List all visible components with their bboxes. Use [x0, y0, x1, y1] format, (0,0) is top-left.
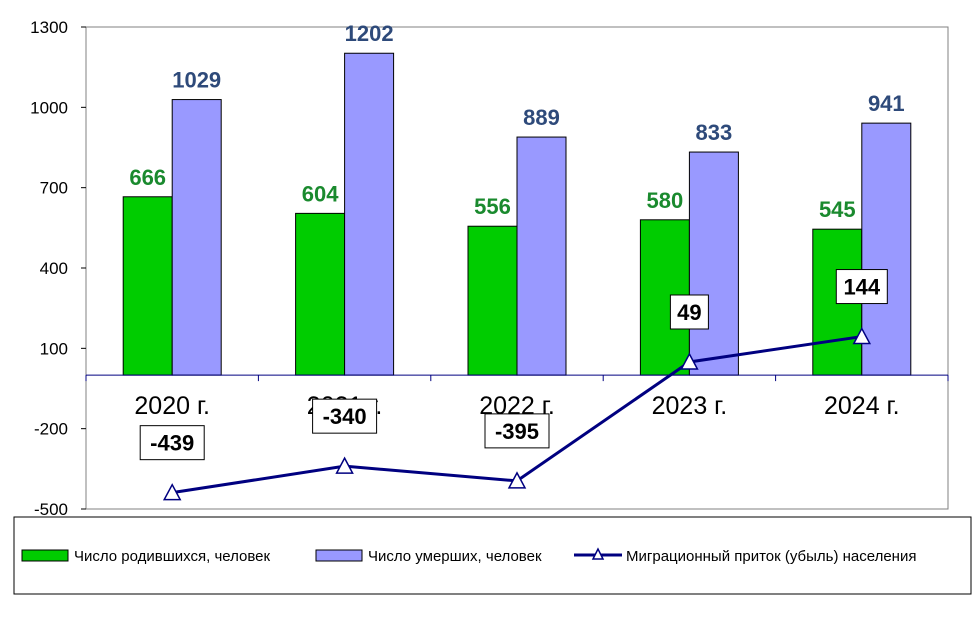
legend-label-deaths: Число умерших, человек	[368, 548, 542, 565]
legend-box	[13, 516, 972, 595]
legend: Число родившихся, человек Число умерших,…	[13, 516, 972, 595]
y-tick-label: 1300	[30, 18, 68, 37]
data-label-box-migration	[669, 294, 709, 330]
data-label-box-migration	[835, 269, 888, 305]
bar-births	[467, 225, 518, 376]
bar-births	[122, 196, 173, 376]
migration-marker	[680, 352, 699, 370]
data-label-migration: -395	[495, 419, 539, 444]
data-label-deaths: 889	[523, 105, 560, 130]
bar-deaths	[861, 122, 912, 376]
migration-marker	[507, 471, 527, 489]
legend-label-births: Число родившихся, человек	[74, 548, 271, 565]
data-label-births: 666	[129, 165, 166, 190]
bar-deaths	[516, 136, 567, 376]
y-tick-label: -500	[34, 500, 68, 519]
x-tick-label: 2024 г.	[824, 392, 900, 420]
x-tick-label: 2023 г.	[652, 392, 728, 420]
data-label-deaths: 1202	[345, 21, 394, 46]
data-label-deaths: 833	[696, 120, 733, 145]
data-label-births: 556	[474, 194, 511, 219]
bar-deaths	[171, 99, 222, 376]
data-label-migration: 144	[843, 275, 880, 300]
x-tick-label: 2020 г.	[134, 392, 210, 420]
data-label-box-migration	[312, 398, 378, 434]
migration-line	[162, 326, 872, 501]
x-axis: 2020 г.2021 г.2022 г.2023 г.2024 г.	[85, 375, 949, 420]
y-axis: -500 -200 100 400 700 1000 1300	[30, 18, 86, 519]
migration-marker	[162, 483, 182, 501]
y-tick-label: -200	[34, 420, 68, 439]
y-tick-label: 100	[40, 339, 68, 358]
data-label-births: 604	[302, 181, 339, 206]
legend-marker-migration	[591, 547, 605, 560]
data-label-migration: 49	[677, 300, 701, 325]
legend-swatch-births	[21, 549, 69, 562]
migration-marker	[335, 456, 354, 474]
data-label-box-migration	[484, 413, 550, 449]
bars	[122, 52, 912, 376]
bar-births	[295, 212, 346, 376]
data-label-migration: -439	[150, 431, 194, 456]
legend-label-migration: Миграционный приток (убыль) населения	[626, 548, 916, 565]
y-tick-label: 700	[40, 179, 68, 198]
legend-swatch-deaths	[315, 549, 363, 562]
bar-deaths	[688, 151, 739, 376]
data-label-migration: -340	[323, 404, 367, 429]
data-labels: 666 604 556 580 545 1029 1202 889 833 941 -439 -340…	[129, 21, 905, 461]
y-tick-label: 400	[40, 259, 68, 278]
data-label-deaths: 941	[868, 91, 905, 116]
y-tick-label: 1000	[30, 98, 68, 117]
bar-deaths	[344, 52, 395, 376]
migration-marker	[852, 326, 872, 345]
data-label-births: 580	[647, 188, 684, 213]
data-label-box-migration	[139, 425, 205, 461]
data-label-deaths: 1029	[172, 68, 221, 93]
data-label-births: 545	[819, 197, 856, 222]
